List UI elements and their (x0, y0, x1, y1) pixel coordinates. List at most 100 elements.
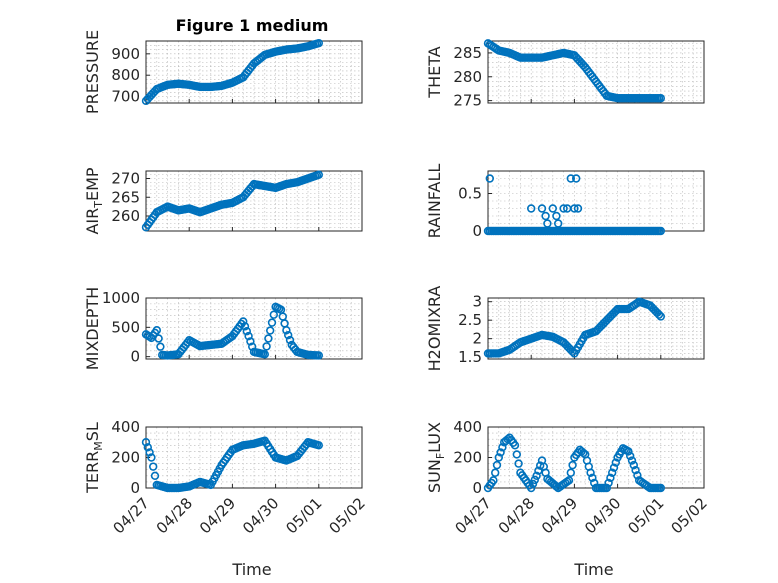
panel-2: 275 280 285 THETA (425, 39, 705, 110)
panel-6: 1.522.53 H2OMIXRA (425, 286, 705, 372)
data-point (528, 479, 538, 489)
data-point (566, 468, 575, 477)
y-tick-label: 260 (111, 207, 140, 225)
y-axis-label: RAINFALL (425, 164, 444, 239)
data-point (602, 483, 611, 493)
data-point (510, 441, 520, 450)
data-point (512, 450, 521, 459)
data-point (552, 211, 561, 221)
panel-1: 700 800 900 PRESSURE (83, 30, 363, 114)
y-tick-label: 700 (111, 88, 140, 106)
data-point (548, 204, 557, 213)
y-tick-label: 200 (111, 449, 140, 467)
data-point (559, 204, 568, 213)
y-axis-label: SUNFLUX (425, 422, 447, 493)
data-point (625, 451, 635, 461)
data-point (526, 204, 536, 213)
x-tick-label: 05/02 (326, 494, 369, 537)
data-point (631, 466, 640, 475)
data-point (656, 312, 665, 321)
data-point (492, 460, 502, 470)
data-point (573, 204, 583, 213)
y-tick-label: 0.5 (458, 185, 482, 203)
y-tick-label: 0 (472, 222, 482, 240)
data-point (285, 335, 295, 345)
x-tick-label: 05/01 (624, 494, 667, 537)
x-tick-label: 04/27 (110, 494, 153, 537)
data-point (314, 38, 323, 48)
data-point (239, 317, 248, 326)
data-point (278, 312, 287, 321)
data-point (314, 170, 323, 179)
data-point (143, 443, 153, 452)
data-point (145, 448, 154, 457)
data-point (611, 458, 620, 467)
data-point (552, 482, 561, 491)
x-tick-label: 04/28 (495, 494, 538, 537)
x-tick-label: 04/29 (196, 494, 239, 537)
y-tick-label: 275 (453, 92, 482, 110)
y-axis-label: H2OMIXRA (425, 286, 444, 372)
data-point (537, 204, 547, 213)
x-tick-label: 04/28 (153, 494, 196, 537)
data-point (154, 334, 163, 343)
data-point (607, 468, 617, 477)
y-tick-label: 800 (111, 66, 140, 84)
data-point (568, 347, 577, 356)
data-point (571, 174, 581, 183)
data-point (588, 473, 597, 483)
y-tick-label: 400 (111, 418, 140, 436)
data-point (568, 460, 577, 470)
data-point (541, 211, 550, 221)
y-tick-label: 2 (472, 330, 482, 348)
y-tick-label: 280 (453, 68, 482, 86)
data-point (248, 342, 257, 351)
data-point (147, 453, 156, 462)
axes-box (145, 40, 363, 104)
axes-box (145, 297, 363, 360)
data-point (633, 471, 642, 480)
panel-4: 0 0.5 RAINFALL (425, 164, 705, 240)
y-tick-label: 0 (472, 479, 482, 497)
x-axis-label-left: Time (231, 560, 271, 579)
data-point (244, 331, 253, 341)
data-point (532, 471, 541, 480)
data-point (606, 473, 615, 483)
y-tick-label: 265 (111, 188, 140, 206)
figure-title: Figure 1 medium (176, 16, 329, 35)
data-point (530, 475, 539, 485)
x-tick-label: 04/30 (581, 494, 624, 537)
data-point (489, 476, 498, 485)
data-point (260, 350, 269, 359)
data-point (269, 310, 278, 319)
data-point (624, 447, 633, 456)
axes-box (487, 40, 705, 104)
y-axis-label: TERRMSL (83, 422, 105, 494)
axes-box (487, 297, 705, 360)
data-point (152, 326, 162, 335)
data-point (654, 310, 664, 319)
y-axis-label: AIRTEMP (83, 167, 105, 234)
data-point (240, 322, 250, 331)
data-point (242, 327, 252, 336)
data-point (604, 478, 613, 488)
x-tick-label: 04/29 (538, 494, 581, 537)
x-tick-label: 04/27 (452, 494, 495, 537)
data-point (553, 219, 563, 228)
data-point (609, 463, 619, 472)
data-point (526, 483, 536, 493)
data-point (534, 466, 543, 475)
data-point (586, 468, 595, 477)
data-point (264, 334, 273, 343)
data-point (566, 174, 575, 183)
data-point (150, 471, 160, 480)
data-point (543, 219, 552, 228)
y-tick-label: 3 (472, 293, 482, 311)
y-tick-label: 2.5 (458, 311, 482, 329)
data-point (491, 468, 500, 477)
x-tick-label: 05/02 (668, 494, 711, 537)
x-tick-label: 04/30 (239, 494, 282, 537)
y-tick-label: 1.5 (458, 348, 482, 366)
